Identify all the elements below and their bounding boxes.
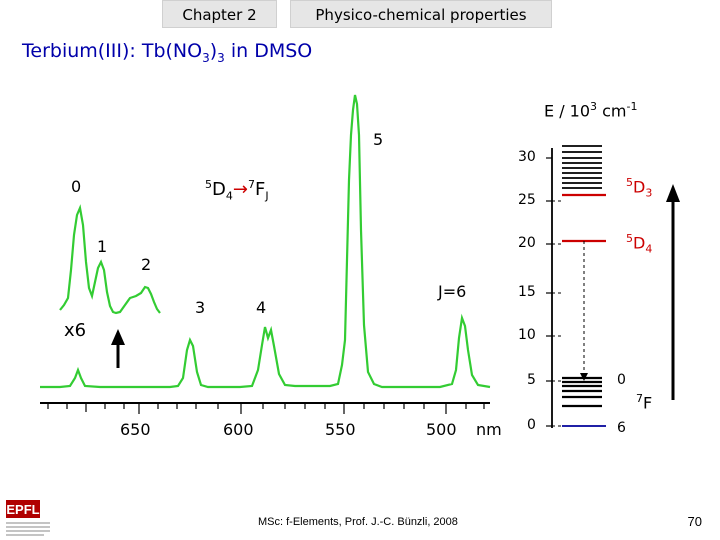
x-tick-label: 500 — [426, 420, 457, 439]
energy-tick-label: 0 — [527, 417, 536, 433]
level-7F-label: 7F — [636, 392, 653, 413]
x-unit-label: nm — [476, 420, 502, 439]
energy-axis-ticks — [546, 157, 552, 427]
magnification-label: x6 — [64, 320, 87, 341]
spectrum-x-ticks — [47, 403, 485, 414]
peak-label: 4 — [256, 298, 267, 317]
energy-tick-label: 25 — [518, 192, 536, 208]
peak-label: 1 — [97, 237, 108, 256]
svg-text:EPFL: EPFL — [6, 502, 39, 517]
x-tick-label: 650 — [120, 420, 151, 439]
x-tick-label: 550 — [325, 420, 356, 439]
epfl-logo: EPFL — [6, 500, 50, 536]
level-5D3-label: 5D3 — [626, 176, 653, 200]
energy-tick-label: 5 — [527, 372, 536, 388]
j-bottom-label: 6 — [617, 420, 626, 436]
energy-axis-label: E / 103 cm-1 — [544, 100, 638, 121]
peak-label: 5 — [373, 130, 384, 149]
x-tick-label: 600 — [223, 420, 254, 439]
energy-tick-label: 15 — [518, 284, 536, 300]
level-5D4-label: 5D4 — [626, 232, 653, 256]
page-number: 70 — [687, 514, 702, 529]
energy-guides — [552, 200, 562, 427]
magnification-arrow — [111, 329, 125, 368]
j-top-label: 0 — [617, 372, 626, 388]
spectrum-trace-main — [40, 94, 491, 389]
energy-tick-label: 20 — [518, 235, 536, 251]
footer-text: MSc: f-Elements, Prof. J.-C. Bünzli, 200… — [258, 516, 458, 528]
spectrum-trace-magnified — [59, 204, 161, 315]
upper-levels — [562, 145, 602, 189]
peak-label: 0 — [71, 177, 82, 196]
chapter-label: Chapter 2 — [162, 0, 277, 28]
peak-label: J=6 — [438, 282, 467, 301]
ground-levels — [562, 376, 602, 408]
energy-tick-label: 30 — [518, 149, 536, 165]
energy-tick-label: 10 — [518, 327, 536, 343]
emission-arrow — [580, 241, 588, 381]
peak-label: 3 — [195, 298, 206, 317]
page-title: Terbium(III): Tb(NO3)3 in DMSO — [22, 40, 313, 65]
transition-label: 5D4→7FJ — [205, 178, 269, 203]
excitation-arrow — [666, 184, 680, 400]
topic-label: Physico-chemical properties — [290, 0, 552, 28]
peak-label: 2 — [141, 255, 152, 274]
